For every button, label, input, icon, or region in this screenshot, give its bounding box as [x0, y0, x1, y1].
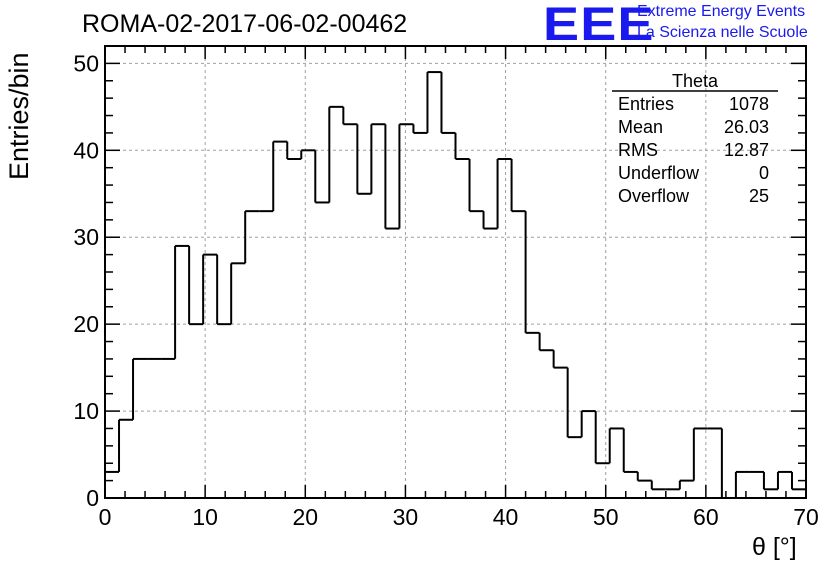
x-tick-label: 0 [99, 504, 112, 530]
x-tick-label: 30 [393, 504, 419, 530]
x-tick-label: 70 [793, 504, 819, 530]
stats-label: Entries [618, 94, 674, 114]
stats-value: 0 [759, 163, 769, 183]
y-tick-label: 0 [86, 485, 99, 511]
stats-value: 1078 [729, 94, 769, 114]
x-axis-label: θ [°] [752, 533, 797, 561]
logo-subtitle-line2: La Scienza nelle Scuole [637, 24, 808, 41]
stats-label: Overflow [618, 186, 690, 206]
eee-logo: EEE [543, 0, 655, 50]
x-tick-label: 40 [493, 504, 519, 530]
stats-label: Underflow [618, 163, 700, 183]
stats-value: 26.03 [724, 117, 769, 137]
logo-subtitle-line1: Extreme Energy Events [637, 3, 806, 20]
x-tick-label: 60 [693, 504, 719, 530]
stats-label: RMS [618, 140, 658, 160]
x-tick-label: 10 [192, 504, 218, 530]
x-tick-label: 50 [593, 504, 619, 530]
stats-value: 25 [749, 186, 769, 206]
y-tick-label: 50 [73, 50, 99, 76]
chart-title: ROMA-02-2017-06-02-00462 [82, 10, 408, 38]
y-tick-label: 10 [73, 398, 99, 424]
y-tick-label: 30 [73, 224, 99, 250]
plot-frame [104, 45, 807, 499]
y-tick-label: 40 [73, 137, 99, 163]
stats-box-title: Theta [672, 71, 719, 91]
stats-label: Mean [618, 117, 663, 137]
stats-value: 12.87 [724, 140, 769, 160]
y-tick-label: 20 [73, 311, 99, 337]
x-tick-label: 20 [292, 504, 318, 530]
